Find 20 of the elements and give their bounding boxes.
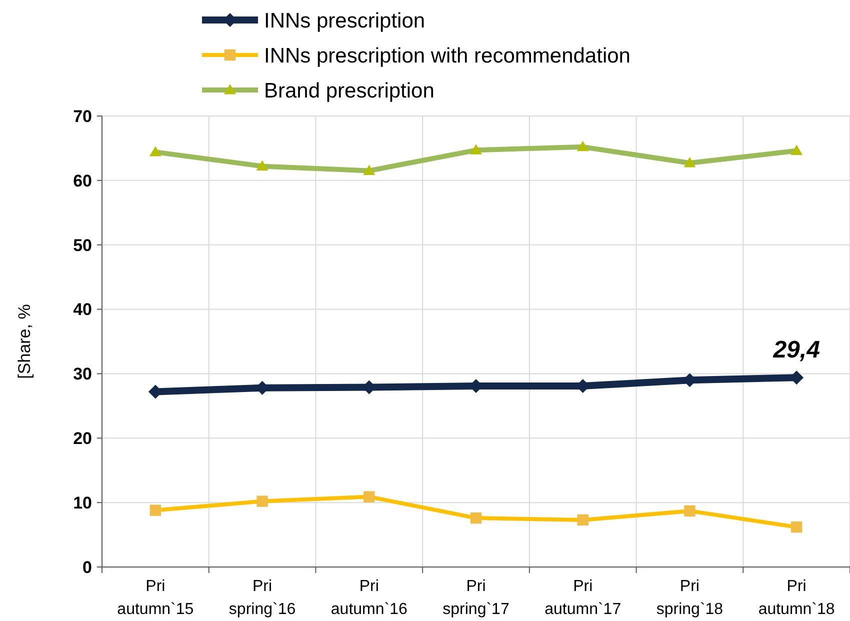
legend-label: Brand prescription bbox=[264, 79, 434, 102]
y-tick-label: 60 bbox=[73, 171, 92, 190]
y-tick-label: 30 bbox=[73, 364, 92, 384]
x-tick-label: Pri autumn`16 bbox=[330, 578, 408, 618]
y-tick-label: 10 bbox=[73, 494, 92, 513]
y-tick-label: 40 bbox=[73, 300, 92, 320]
x-tick-label: Pri autumn`18 bbox=[758, 578, 835, 618]
x-tick-label: Pri spring`16 bbox=[228, 578, 296, 618]
legend-label: INNs prescription bbox=[264, 9, 426, 32]
x-tick-label: Pri spring`17 bbox=[442, 578, 510, 618]
y-axis-title: [Share, % bbox=[15, 304, 34, 379]
y-tick-label: 70 bbox=[73, 106, 92, 126]
x-tick-label: Pri autumn`17 bbox=[544, 578, 622, 618]
x-tick-label: Pri autumn`15 bbox=[117, 578, 194, 618]
y-tick-label: 0 bbox=[82, 558, 92, 577]
x-tick-label: Pri spring`18 bbox=[656, 578, 724, 618]
legend-label: INNs prescription with recommendation bbox=[264, 44, 630, 68]
y-tick-label: 20 bbox=[73, 429, 92, 448]
y-tick-label: 50 bbox=[73, 236, 92, 255]
annotation: 29,4 bbox=[772, 336, 820, 364]
